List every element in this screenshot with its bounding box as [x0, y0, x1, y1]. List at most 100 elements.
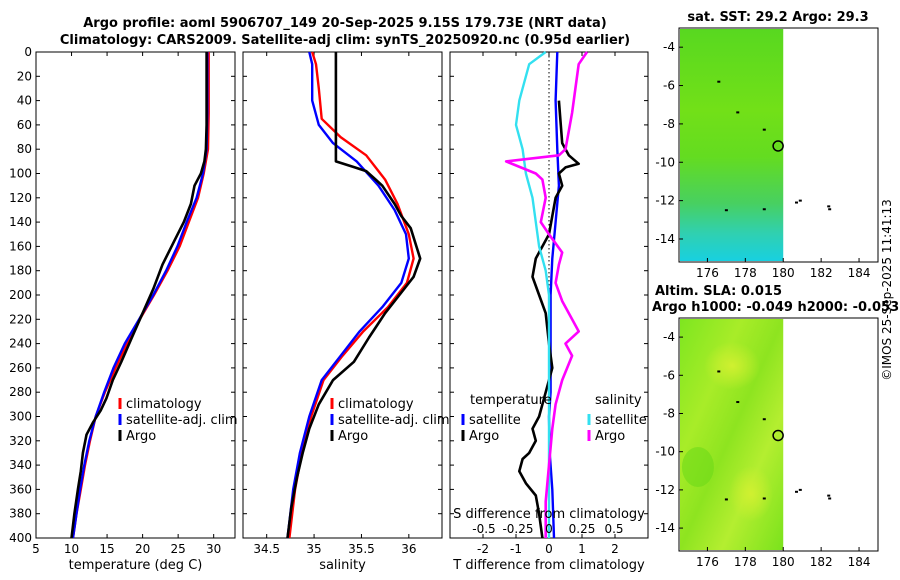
y-tick-label: -12	[655, 483, 675, 497]
argo-position-marker	[772, 429, 784, 442]
salinity-panel: 34.5 35 35.5 36 salinity climatologysatellite…	[242, 51, 450, 573]
x-tick-label: 36	[401, 542, 416, 556]
x-tick-label: 1	[578, 542, 586, 556]
y-tick-label: 140	[9, 215, 32, 229]
y-tick-label: -10	[655, 155, 675, 169]
series-s-argo	[504, 51, 589, 538]
island-marker	[724, 209, 728, 212]
legend-title-salinity: salinity	[595, 393, 642, 408]
x-axis-label: temperature (deg C)	[69, 558, 203, 573]
legend-title-temperature: temperature	[470, 393, 552, 408]
x-tick-label: 2	[611, 542, 619, 556]
island-marker	[762, 128, 766, 131]
figure-title-line1: Argo profile: aoml 5906707_149 20-Sep-20…	[83, 16, 607, 31]
sla-map-title-line2: Argo h1000: -0.049 h2000: -0.053	[652, 300, 900, 315]
temperature-panel: 5 10 15 20 25 3002040608010012014016018020022…	[9, 45, 238, 573]
axes-frame	[242, 51, 443, 539]
y-tick-label: -4	[663, 40, 675, 54]
y-tick-label: 20	[17, 69, 32, 83]
map-data-field	[680, 29, 784, 261]
y-tick-label: 220	[9, 312, 32, 326]
series-climatology	[288, 51, 415, 539]
x-tick-label: 178	[734, 555, 757, 569]
island-marker	[724, 498, 728, 501]
island-marker	[736, 111, 740, 114]
series-t-argo	[517, 100, 581, 539]
x-tick-label: 176	[696, 266, 719, 280]
y-tick-label: 160	[9, 239, 32, 253]
series-argo	[70, 52, 208, 539]
island-marker	[762, 497, 766, 500]
y-tick-label: -8	[663, 117, 675, 131]
x-tick-label: 182	[810, 266, 833, 280]
x-tick-label: 180	[772, 555, 795, 569]
x-tick-label: 30	[206, 542, 221, 556]
x-tick-label: 35.5	[348, 542, 375, 556]
island-marker	[827, 205, 831, 208]
series-s-satellite	[514, 51, 551, 538]
y-tick-label: -14	[655, 521, 675, 535]
y-tick-label: 200	[9, 288, 32, 302]
legend-label: Argo	[469, 429, 499, 444]
y-tick-label: 120	[9, 191, 32, 205]
y-tick-label: 360	[9, 482, 32, 496]
series-satellite-adj-clim	[286, 51, 410, 539]
y-tick-label: -4	[663, 330, 675, 344]
x-tick-label: 178	[734, 266, 757, 280]
x-axis-label: T difference from climatology	[452, 558, 645, 573]
y-tick-label: 40	[17, 94, 32, 108]
sla-anomaly-highlight	[729, 465, 774, 522]
legend-label: climatology	[126, 397, 202, 412]
top-x-tick-label: 0	[545, 522, 553, 536]
x-tick-label: 5	[32, 542, 40, 556]
axes-frame	[35, 51, 236, 539]
x-tick-label: 184	[848, 266, 871, 280]
island-marker	[798, 199, 802, 202]
sla-map-title-line1: Altim. SLA: 0.015	[655, 284, 782, 299]
y-tick-label: 180	[9, 264, 32, 278]
argo-position-marker	[772, 140, 784, 152]
x-tick-label: -2	[477, 542, 489, 556]
x-tick-label: -1	[510, 542, 522, 556]
y-tick-label: -6	[663, 79, 675, 93]
island-marker	[762, 208, 766, 211]
x-tick-label: 10	[64, 542, 79, 556]
x-axis-label: salinity	[319, 558, 366, 573]
y-tick-label: 60	[17, 118, 32, 132]
x-tick-label: 0	[545, 542, 553, 556]
y-tick-label: 280	[9, 385, 32, 399]
y-tick-label: -14	[655, 232, 675, 246]
top-x-tick-label: -0.25	[502, 522, 533, 536]
x-tick-label: 184	[848, 555, 871, 569]
top-x-tick-label: 0.25	[569, 522, 596, 536]
island-marker	[795, 201, 799, 204]
top-x-tick-label: -0.5	[472, 522, 495, 536]
y-tick-label: 400	[9, 531, 32, 545]
island-marker	[717, 370, 721, 373]
x-tick-label: 182	[810, 555, 833, 569]
island-marker	[762, 418, 766, 421]
y-tick-label: -12	[655, 194, 675, 208]
island-marker	[828, 497, 832, 500]
y-tick-label: -8	[663, 406, 675, 420]
sst-map-panel: 176 178 180 182 184 -4 -6 -8 -10 -12 -14	[655, 27, 879, 280]
x-tick-label: 35	[306, 542, 321, 556]
island-marker	[827, 494, 831, 497]
island-marker	[798, 488, 802, 491]
y-tick-label: 320	[9, 434, 32, 448]
y-tick-label: 100	[9, 167, 32, 181]
island-marker	[828, 208, 832, 211]
sla-anomaly-highlight	[704, 341, 761, 390]
y-tick-label: 260	[9, 361, 32, 375]
x-tick-label: 34.5	[253, 542, 280, 556]
legend-label: satellite-adj. clim	[126, 413, 238, 428]
legend-label: Argo	[338, 429, 368, 444]
legend-label: climatology	[338, 397, 414, 412]
x-tick-label: 15	[99, 542, 114, 556]
legend-label: Argo	[595, 429, 625, 444]
y-tick-label: 80	[17, 142, 32, 156]
y-tick-label: 300	[9, 410, 32, 424]
legend-label: satellite-adj. clim	[338, 413, 450, 428]
island-marker	[736, 401, 740, 404]
